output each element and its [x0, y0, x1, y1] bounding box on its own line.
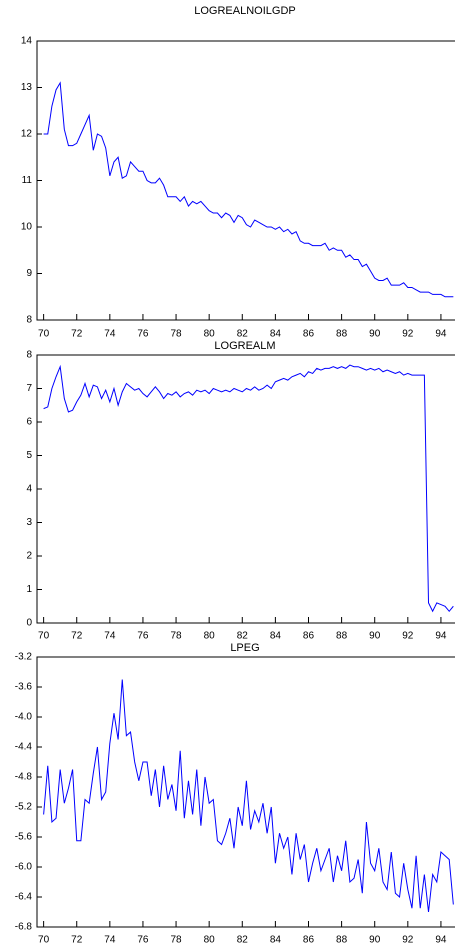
x-tick-label: 82 — [237, 631, 249, 642]
y-tick-label: 8 — [26, 350, 32, 361]
y-tick-label: 10 — [21, 222, 33, 233]
x-tick-label: 86 — [303, 935, 315, 946]
x-tick-label: 72 — [71, 329, 83, 340]
x-tick-label: 90 — [369, 631, 381, 642]
x-tick-label: 80 — [204, 631, 216, 642]
data-line — [43, 81, 454, 298]
x-tick-label: 88 — [336, 631, 348, 642]
plot-frame — [36, 354, 455, 624]
y-tick-label: 13 — [21, 82, 33, 93]
y-tick-label: 3 — [26, 517, 32, 528]
y-tick-label: 7 — [26, 383, 32, 394]
x-tick-label: 92 — [402, 329, 414, 340]
y-tick-label: 2 — [26, 551, 32, 562]
x-tick-label: 70 — [38, 329, 50, 340]
x-tick-label: 92 — [402, 935, 414, 946]
y-tick-label: -4.8 — [15, 772, 33, 783]
x-tick-label: 82 — [237, 935, 249, 946]
x-tick-label: 88 — [336, 329, 348, 340]
x-tick-label: 84 — [270, 631, 282, 642]
x-tick-label: 72 — [71, 935, 83, 946]
x-tick-label: 86 — [303, 631, 315, 642]
x-tick-label: 76 — [137, 329, 149, 340]
x-tick-label: 90 — [369, 329, 381, 340]
chart-title: LPEG — [230, 642, 259, 654]
y-tick-label: 1 — [26, 584, 32, 595]
plot-frame — [36, 40, 455, 321]
x-tick-label: 94 — [435, 631, 447, 642]
x-tick-label: 74 — [104, 631, 116, 642]
x-tick-label: 84 — [270, 935, 282, 946]
x-tick-label: 86 — [303, 329, 315, 340]
y-tick-label: 11 — [22, 175, 33, 186]
x-tick-label: 84 — [270, 329, 282, 340]
y-tick-label: -4.4 — [15, 742, 33, 753]
y-tick-label: -6.0 — [15, 862, 33, 873]
x-tick-label: 80 — [204, 935, 216, 946]
y-tick-label: 12 — [21, 129, 33, 140]
x-tick-label: 72 — [71, 631, 83, 642]
y-tick-label: -3.2 — [15, 652, 33, 663]
y-tick-label: -5.2 — [15, 802, 33, 813]
plot-frame — [36, 656, 455, 928]
chart-title: LOGREALNOILGDP — [194, 5, 295, 17]
x-tick-label: 94 — [435, 935, 447, 946]
y-tick-label: 4 — [26, 484, 32, 495]
x-tick-label: 74 — [104, 935, 116, 946]
y-tick-label: 6 — [26, 417, 32, 428]
x-tick-label: 90 — [369, 935, 381, 946]
x-tick-label: 76 — [137, 631, 149, 642]
y-tick-label: 9 — [26, 268, 32, 279]
x-tick-label: 78 — [170, 329, 182, 340]
x-tick-label: 88 — [336, 935, 348, 946]
x-tick-label: 76 — [137, 935, 149, 946]
x-tick-label: 78 — [170, 631, 182, 642]
y-tick-label: 5 — [26, 450, 32, 461]
y-tick-label: -3.6 — [15, 682, 33, 693]
x-tick-label: 92 — [402, 631, 414, 642]
y-tick-label: 8 — [26, 315, 32, 326]
x-tick-label: 80 — [204, 329, 216, 340]
x-tick-label: 82 — [237, 329, 249, 340]
y-tick-label: -5.6 — [15, 832, 33, 843]
y-tick-label: -4.0 — [15, 712, 33, 723]
chart-title: LOGREALM — [214, 340, 275, 352]
x-tick-label: 78 — [170, 935, 182, 946]
y-tick-label: 14 — [21, 36, 33, 47]
x-tick-label: 70 — [38, 935, 50, 946]
x-tick-label: 74 — [104, 329, 116, 340]
data-line — [43, 364, 454, 613]
y-tick-label: -6.8 — [15, 922, 33, 933]
x-tick-label: 70 — [38, 631, 50, 642]
x-tick-label: 94 — [435, 329, 447, 340]
y-tick-label: -6.4 — [15, 892, 33, 903]
y-tick-label: 0 — [26, 618, 32, 629]
data-line — [43, 679, 454, 913]
